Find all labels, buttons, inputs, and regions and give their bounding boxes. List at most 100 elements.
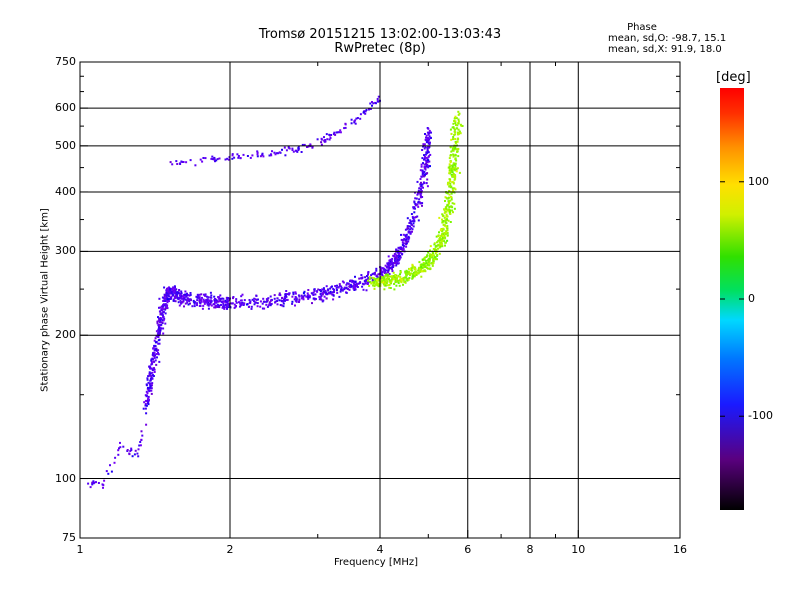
o-mode-point bbox=[268, 301, 271, 304]
x-mode-point bbox=[432, 248, 435, 250]
x-mode-point bbox=[419, 263, 422, 266]
o-mode-point bbox=[404, 234, 407, 237]
o-mode-point bbox=[421, 149, 424, 151]
axis-ticks bbox=[79, 61, 681, 539]
o-mode-point bbox=[303, 290, 306, 293]
o-mode-point bbox=[328, 133, 331, 136]
o-mode-point bbox=[204, 294, 207, 297]
o-mode-point bbox=[350, 285, 353, 288]
o-mode-point bbox=[322, 299, 325, 302]
o-mode-point bbox=[311, 146, 314, 149]
o-mode-point bbox=[119, 441, 121, 444]
x-mode-point bbox=[426, 254, 429, 257]
y-tick-label: 600 bbox=[55, 101, 76, 115]
o-mode-point bbox=[371, 273, 374, 276]
o-mode-point bbox=[214, 301, 216, 304]
o-mode-point bbox=[230, 302, 232, 305]
o-mode-point bbox=[211, 155, 214, 158]
o-mode-point bbox=[364, 112, 367, 115]
o-mode-point bbox=[291, 300, 294, 303]
x-mode-point bbox=[443, 231, 446, 234]
o-mode-point bbox=[425, 156, 428, 159]
o-mode-point bbox=[209, 301, 212, 304]
x-mode-point bbox=[454, 167, 457, 170]
o-mode-point bbox=[169, 288, 172, 291]
o-mode-point bbox=[428, 145, 431, 148]
o-mode-point bbox=[153, 368, 156, 371]
o-mode-point bbox=[259, 300, 262, 303]
o-mode-point bbox=[412, 225, 415, 228]
o-mode-point bbox=[421, 173, 424, 176]
o-mode-point bbox=[161, 296, 164, 299]
o-mode-point bbox=[235, 305, 237, 307]
o-mode-point bbox=[166, 298, 169, 301]
o-mode-point bbox=[420, 185, 423, 188]
o-mode-point bbox=[180, 302, 183, 305]
x-mode-point bbox=[380, 276, 383, 279]
o-mode-point bbox=[359, 113, 362, 116]
o-mode-point bbox=[231, 302, 234, 305]
o-mode-point bbox=[161, 313, 164, 316]
o-mode-point bbox=[158, 297, 161, 300]
o-mode-point bbox=[164, 303, 167, 306]
x-mode-point bbox=[425, 262, 428, 265]
o-mode-point bbox=[180, 290, 183, 293]
x-mode-point bbox=[454, 165, 457, 168]
o-mode-point bbox=[281, 296, 284, 299]
o-mode-point bbox=[306, 146, 308, 148]
x-mode-point bbox=[435, 235, 438, 238]
x-mode-point bbox=[417, 269, 420, 272]
o-mode-point bbox=[168, 286, 170, 289]
x-mode-point bbox=[441, 230, 444, 233]
o-mode-point bbox=[319, 289, 321, 291]
o-mode-point bbox=[366, 281, 369, 284]
x-mode-point bbox=[441, 213, 444, 216]
o-mode-point bbox=[423, 158, 425, 161]
o-mode-point bbox=[428, 138, 431, 141]
o-mode-point bbox=[213, 295, 216, 298]
o-mode-point bbox=[151, 384, 153, 387]
o-mode-point bbox=[393, 259, 396, 262]
o-mode-point bbox=[333, 131, 336, 134]
o-mode-point bbox=[155, 330, 158, 333]
o-mode-point bbox=[256, 302, 259, 305]
o-mode-point bbox=[407, 230, 410, 233]
o-mode-point bbox=[342, 281, 345, 284]
o-mode-point bbox=[405, 235, 407, 238]
o-mode-point bbox=[134, 449, 137, 452]
o-mode-point bbox=[338, 295, 341, 298]
x-mode-point bbox=[446, 227, 449, 230]
x-mode-point bbox=[445, 231, 448, 234]
o-mode-point bbox=[113, 461, 116, 464]
o-mode-point bbox=[396, 258, 399, 261]
x-mode-point bbox=[421, 263, 423, 266]
o-mode-point bbox=[144, 399, 147, 402]
o-mode-point bbox=[325, 297, 328, 300]
o-mode-point bbox=[173, 291, 176, 294]
o-mode-point bbox=[365, 109, 368, 111]
o-mode-point bbox=[414, 203, 417, 205]
o-mode-point bbox=[313, 289, 316, 292]
x-mode-point bbox=[451, 164, 454, 167]
o-mode-point bbox=[130, 449, 133, 451]
o-mode-point bbox=[223, 307, 226, 310]
o-mode-point bbox=[196, 296, 199, 299]
o-mode-point bbox=[220, 303, 223, 306]
o-mode-point bbox=[157, 351, 159, 354]
x-mode-point bbox=[390, 275, 393, 278]
o-mode-point bbox=[172, 299, 175, 302]
o-mode-point bbox=[382, 267, 385, 270]
o-mode-point bbox=[222, 305, 225, 307]
o-mode-point bbox=[324, 289, 327, 292]
y-tick-label: 400 bbox=[55, 184, 76, 198]
x-mode-point bbox=[442, 228, 445, 231]
o-mode-point bbox=[270, 299, 273, 302]
o-mode-point bbox=[168, 292, 171, 295]
o-mode-point bbox=[284, 294, 287, 297]
o-mode-point bbox=[152, 368, 155, 371]
o-mode-point bbox=[225, 303, 227, 306]
o-mode-point bbox=[165, 295, 168, 298]
o-mode-point bbox=[157, 332, 160, 334]
x-mode-point bbox=[449, 185, 452, 188]
x-mode-point bbox=[368, 284, 371, 287]
